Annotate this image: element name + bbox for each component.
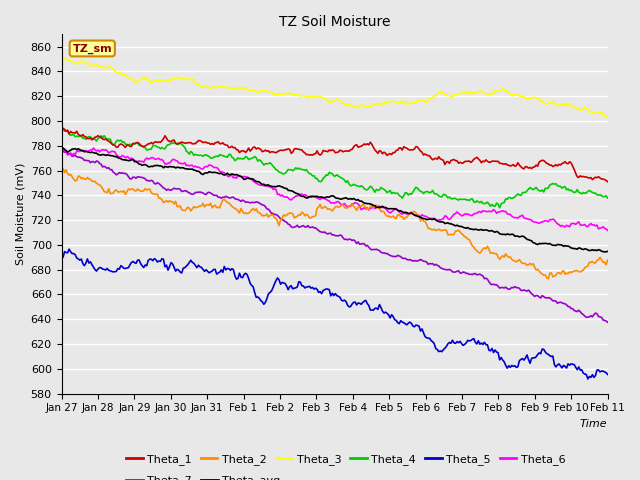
Theta_2 [604,257,611,263]
Theta_5 [250,284,257,289]
Line: Theta_2: Theta_2 [61,168,607,279]
Theta_3 [604,113,611,119]
Line: Theta_5: Theta_5 [61,249,607,379]
Line: Theta_7: Theta_7 [61,151,607,322]
Theta_4 [222,154,230,159]
Theta_5 [575,364,582,370]
Theta_avg [601,249,609,255]
Theta_2 [220,197,228,203]
Theta_7 [573,309,581,314]
Theta_4 [60,126,67,132]
Theta_7 [220,194,228,200]
Line: Theta_avg: Theta_avg [61,148,607,252]
Theta_6 [298,191,306,197]
Title: TZ Soil Moisture: TZ Soil Moisture [279,15,390,29]
Theta_6 [604,228,611,233]
Theta_5 [240,272,248,277]
Text: TZ_sm: TZ_sm [72,43,112,54]
Theta_2 [545,276,552,282]
Theta_5 [222,267,230,273]
Theta_7 [296,224,304,230]
Line: Theta_6: Theta_6 [61,148,607,230]
Line: Theta_1: Theta_1 [61,127,607,182]
Theta_4 [58,127,65,132]
Theta_avg [222,172,230,178]
Theta_7 [58,148,65,154]
Theta_4 [240,156,248,162]
Theta_3 [240,85,248,91]
Theta_5 [604,372,611,377]
Theta_3 [250,88,257,94]
Theta_3 [298,93,306,99]
Theta_4 [577,190,584,196]
Theta_7 [248,200,255,205]
Theta_1 [125,143,132,148]
Theta_4 [298,167,306,172]
Theta_2 [58,165,65,171]
Theta_6 [250,178,257,184]
Theta_3 [602,114,610,120]
Theta_3 [58,55,65,61]
Theta_5 [58,253,65,259]
Theta_2 [248,207,255,213]
Theta_4 [126,141,134,147]
Theta_2 [296,212,304,218]
Theta_avg [298,193,306,199]
Theta_3 [126,75,134,81]
Theta_4 [496,205,504,211]
Theta_5 [298,283,306,288]
Theta_avg [58,145,65,151]
Theta_6 [58,148,65,154]
Theta_1 [58,124,65,130]
X-axis label: Time: Time [580,419,607,429]
Theta_6 [575,219,582,225]
Theta_1 [296,147,304,153]
Theta_4 [250,155,257,160]
Theta_3 [222,84,230,90]
Theta_1 [604,179,611,185]
Theta_6 [222,171,230,177]
Theta_2 [125,186,132,192]
Theta_3 [575,106,582,111]
Theta_2 [575,269,582,275]
Theta_5 [126,262,134,268]
Theta_avg [240,177,248,182]
Theta_6 [90,145,97,151]
Theta_1 [248,146,255,152]
Theta_1 [239,148,246,154]
Line: Theta_4: Theta_4 [61,129,607,208]
Theta_1 [573,174,581,180]
Theta_6 [126,156,134,162]
Theta_avg [604,249,611,254]
Theta_5 [584,376,592,382]
Theta_avg [126,158,134,164]
Theta_2 [239,208,246,214]
Line: Theta_3: Theta_3 [61,58,607,117]
Y-axis label: Soil Moisture (mV): Soil Moisture (mV) [15,163,25,265]
Legend: Theta_7, Theta_avg: Theta_7, Theta_avg [122,471,285,480]
Theta_avg [60,145,67,151]
Theta_1 [220,142,228,147]
Theta_5 [65,246,73,252]
Theta_4 [604,195,611,201]
Theta_avg [575,245,582,251]
Theta_3 [60,55,67,60]
Theta_6 [240,174,248,180]
Theta_avg [250,176,257,182]
Theta_7 [239,197,246,203]
Theta_7 [125,174,132,180]
Theta_7 [604,319,611,325]
